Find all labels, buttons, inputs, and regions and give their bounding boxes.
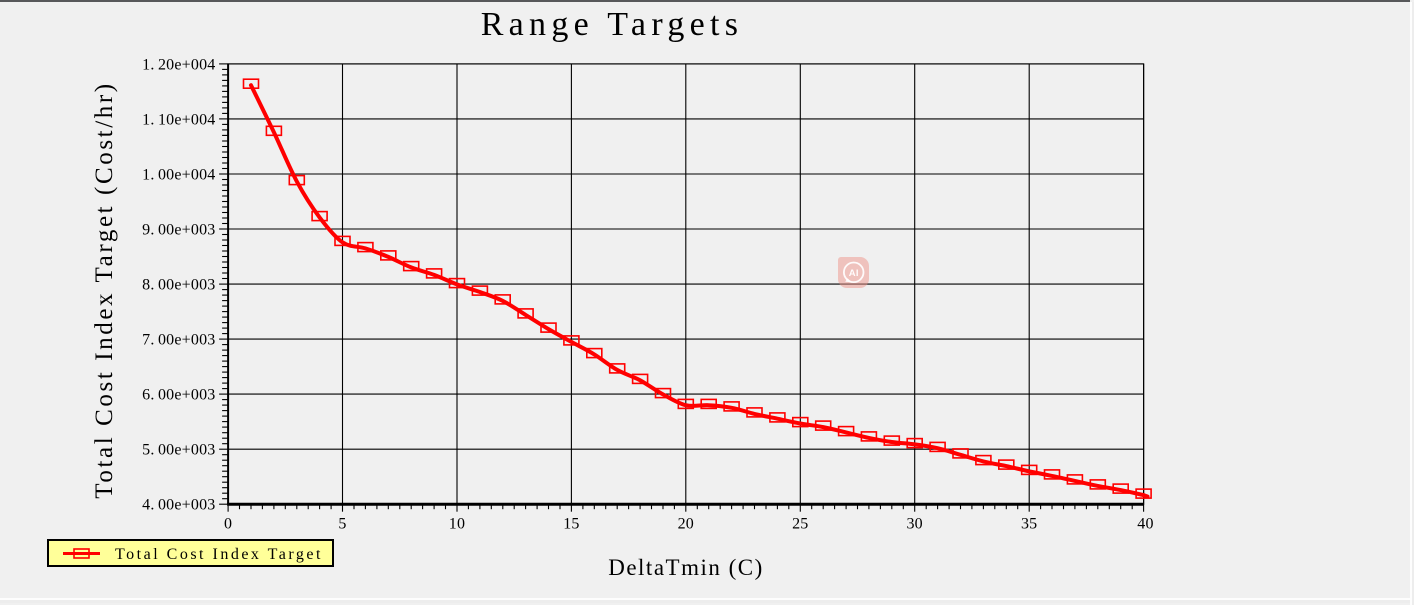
svg-text:25: 25 — [792, 516, 808, 533]
svg-text:15: 15 — [563, 516, 579, 533]
svg-text:40: 40 — [1137, 516, 1153, 533]
svg-text:4. 00e+003: 4. 00e+003 — [142, 497, 215, 514]
svg-text:20: 20 — [678, 516, 694, 533]
svg-text:1. 00e+004: 1. 00e+004 — [142, 167, 215, 184]
svg-text:10: 10 — [449, 516, 465, 533]
svg-text:30: 30 — [906, 516, 922, 533]
svg-text:6. 00e+003: 6. 00e+003 — [142, 387, 215, 404]
svg-text:8. 00e+003: 8. 00e+003 — [142, 277, 215, 294]
svg-text:5. 00e+003: 5. 00e+003 — [142, 442, 215, 459]
svg-text:35: 35 — [1021, 516, 1037, 533]
svg-text:1. 20e+004: 1. 20e+004 — [142, 56, 215, 73]
svg-text:7. 00e+003: 7. 00e+003 — [142, 332, 215, 349]
svg-text:9. 00e+003: 9. 00e+003 — [142, 222, 215, 239]
svg-text:1. 10e+004: 1. 10e+004 — [142, 111, 215, 128]
svg-text:0: 0 — [224, 516, 232, 533]
svg-text:AI: AI — [849, 268, 859, 279]
svg-text:5: 5 — [338, 516, 346, 533]
